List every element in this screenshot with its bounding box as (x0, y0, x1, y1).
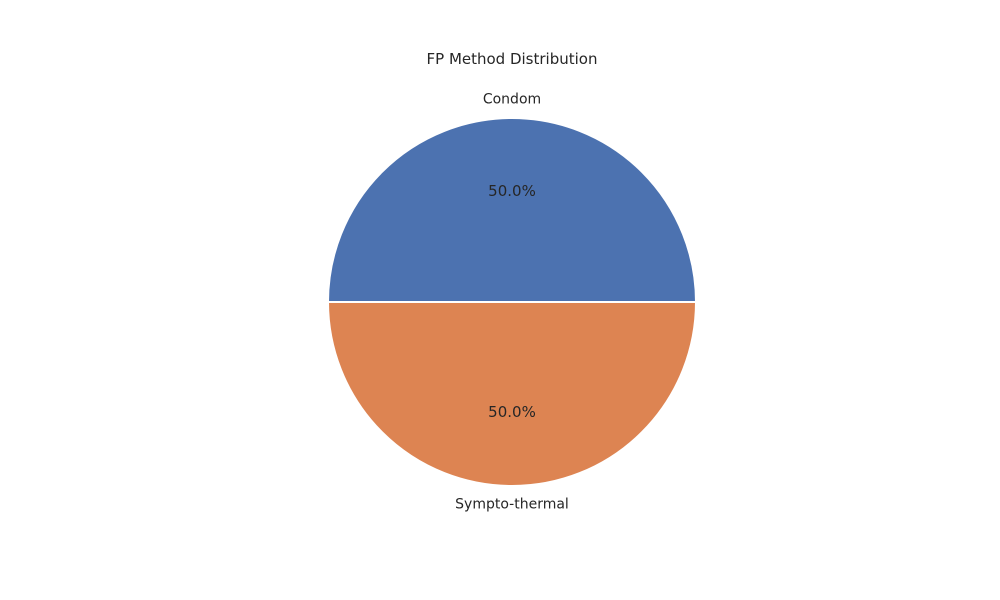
chart-title: FP Method Distribution (427, 50, 598, 68)
slice-label: Condom (483, 92, 541, 108)
pie-slice-sympto-thermal (326, 301, 698, 487)
pie-labels: Condom 50.0% Sympto-thermal 50.0% (455, 92, 569, 513)
slice-label: Sympto-thermal (455, 496, 569, 512)
slice-percent-label: 50.0% (488, 182, 536, 200)
slice-percent-label: 50.0% (488, 403, 536, 421)
pie-slices (326, 117, 698, 487)
pie-slice-condom (326, 117, 698, 303)
